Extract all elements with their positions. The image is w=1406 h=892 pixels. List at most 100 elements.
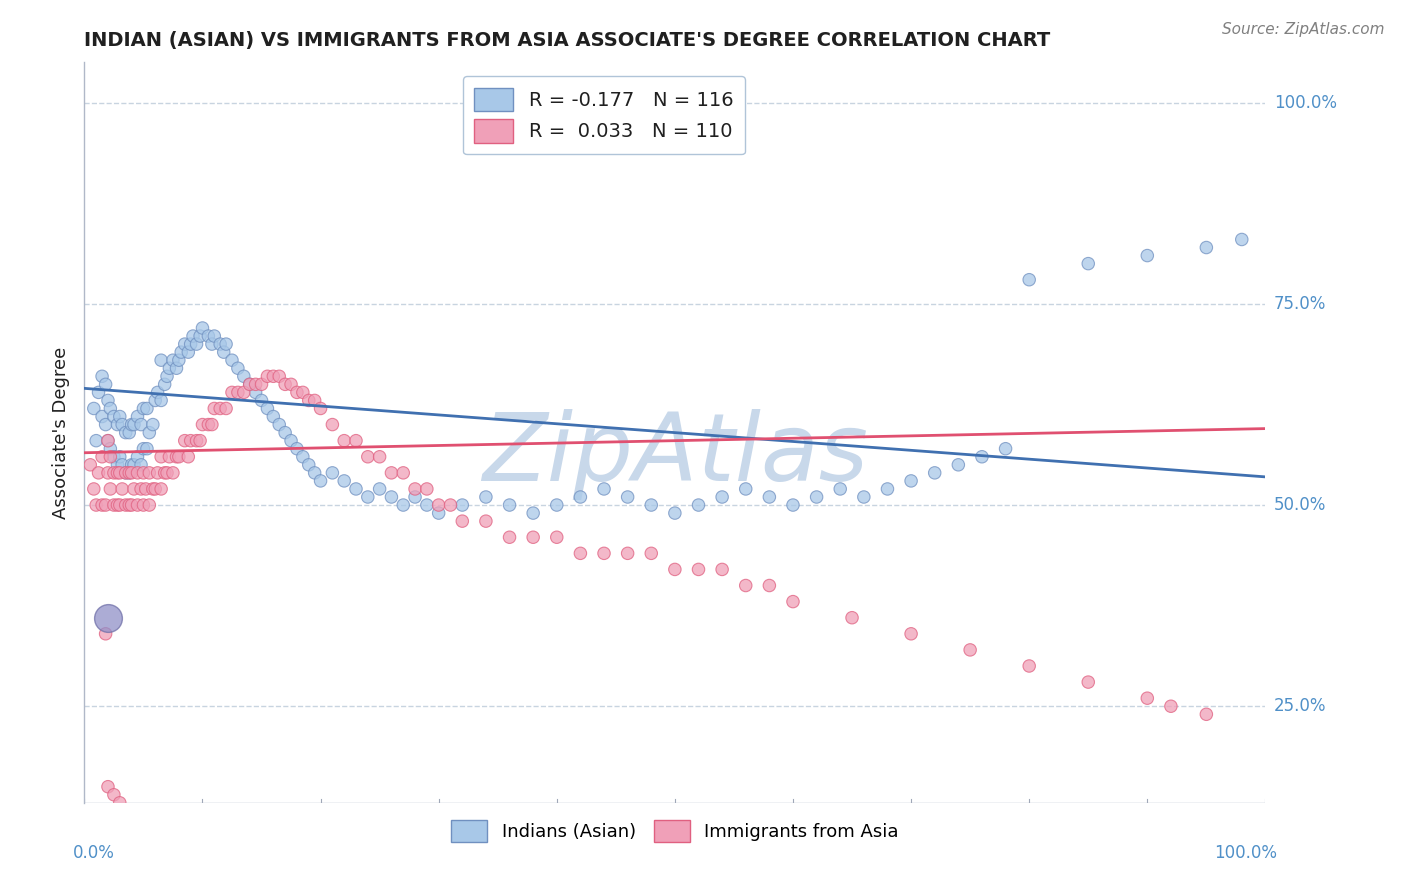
Point: [475, 490, 498, 504]
Point: [157, 450, 180, 464]
Point: [416, 482, 439, 496]
Point: [734, 482, 756, 496]
Point: [136, 442, 159, 456]
Point: [782, 498, 804, 512]
Point: [94, 498, 117, 512]
Point: [111, 458, 134, 472]
Point: [103, 788, 125, 802]
Point: [357, 490, 380, 504]
Point: [157, 361, 180, 376]
Point: [177, 450, 200, 464]
Point: [427, 506, 450, 520]
Point: [1230, 232, 1253, 246]
Point: [132, 401, 155, 416]
Point: [1018, 659, 1040, 673]
Point: [569, 490, 592, 504]
Point: [173, 434, 195, 448]
Point: [304, 393, 326, 408]
Point: [226, 385, 249, 400]
Point: [150, 393, 173, 408]
Point: [900, 474, 922, 488]
Point: [135, 482, 157, 496]
Point: [262, 369, 284, 384]
Point: [309, 474, 332, 488]
Point: [166, 361, 188, 376]
Point: [392, 466, 415, 480]
Point: [107, 466, 129, 480]
Point: [146, 466, 169, 480]
Point: [103, 466, 125, 480]
Point: [250, 393, 273, 408]
Point: [782, 594, 804, 608]
Point: [87, 466, 110, 480]
Point: [197, 417, 219, 432]
Point: [166, 450, 188, 464]
Point: [948, 458, 970, 472]
Point: [156, 369, 179, 384]
Point: [291, 385, 314, 400]
Point: [127, 450, 149, 464]
Point: [546, 498, 568, 512]
Point: [285, 442, 308, 456]
Point: [201, 337, 224, 351]
Point: [138, 498, 160, 512]
Point: [129, 417, 152, 432]
Point: [285, 385, 308, 400]
Point: [1077, 257, 1099, 271]
Point: [201, 417, 224, 432]
Point: [97, 393, 120, 408]
Point: [180, 434, 202, 448]
Point: [91, 498, 114, 512]
Point: [344, 482, 367, 496]
Point: [333, 434, 356, 448]
Point: [127, 409, 149, 424]
Point: [593, 482, 616, 496]
Point: [153, 466, 176, 480]
Point: [711, 490, 734, 504]
Point: [475, 514, 498, 528]
Point: [170, 345, 193, 359]
Point: [173, 337, 195, 351]
Point: [269, 369, 291, 384]
Point: [191, 321, 214, 335]
Point: [368, 482, 391, 496]
Y-axis label: Associate's Degree: Associate's Degree: [52, 346, 70, 519]
Point: [640, 498, 662, 512]
Point: [269, 417, 291, 432]
Point: [841, 610, 863, 624]
Point: [118, 466, 141, 480]
Text: 75.0%: 75.0%: [1274, 295, 1326, 313]
Point: [344, 434, 367, 448]
Point: [239, 377, 262, 392]
Point: [215, 401, 238, 416]
Point: [221, 385, 243, 400]
Point: [114, 425, 136, 440]
Point: [546, 530, 568, 544]
Point: [167, 450, 190, 464]
Point: [98, 450, 121, 464]
Point: [108, 466, 131, 480]
Point: [132, 498, 155, 512]
Point: [121, 498, 143, 512]
Point: [522, 530, 544, 544]
Point: [108, 498, 131, 512]
Point: [94, 417, 117, 432]
Point: [114, 466, 136, 480]
Point: [321, 417, 343, 432]
Point: [127, 466, 149, 480]
Point: [138, 425, 160, 440]
Point: [380, 466, 402, 480]
Point: [439, 498, 461, 512]
Point: [711, 562, 734, 576]
Point: [97, 434, 120, 448]
Point: [94, 377, 117, 392]
Point: [392, 498, 415, 512]
Point: [1136, 691, 1159, 706]
Point: [94, 627, 117, 641]
Point: [640, 546, 662, 560]
Point: [108, 796, 131, 810]
Point: [734, 578, 756, 592]
Text: Source: ZipAtlas.com: Source: ZipAtlas.com: [1222, 22, 1385, 37]
Text: 25.0%: 25.0%: [1274, 698, 1326, 715]
Point: [111, 482, 134, 496]
